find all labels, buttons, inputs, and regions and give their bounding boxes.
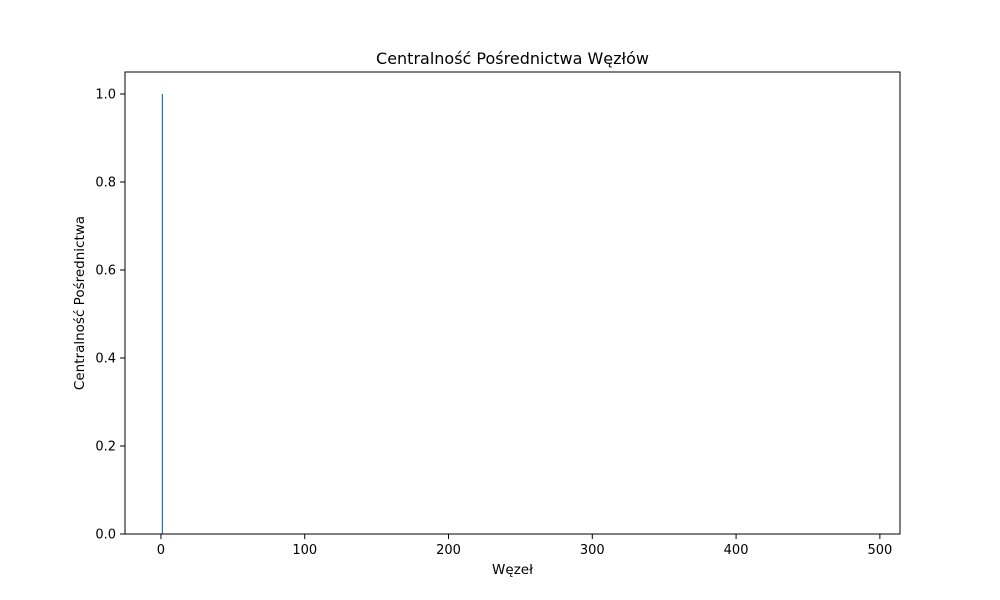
y-tick-label: 0.8 xyxy=(95,176,116,191)
x-axis: 0 100 200 300 400 500 xyxy=(157,534,892,558)
x-tick-label: 300 xyxy=(580,543,605,558)
y-axis-label: Centralność Pośrednictwa xyxy=(72,216,88,390)
y-tick-label: 0.6 xyxy=(95,264,116,279)
x-axis-label: Węzeł xyxy=(492,562,533,578)
chart-title: Centralność Pośrednictwa Węzłów xyxy=(376,49,649,68)
x-tick-label: 0 xyxy=(157,543,165,558)
x-tick-label: 200 xyxy=(436,543,461,558)
y-tick-label: 0.2 xyxy=(95,440,116,455)
y-tick-label: 1.0 xyxy=(95,88,116,103)
x-tick-label: 100 xyxy=(292,543,317,558)
bar-0 xyxy=(161,94,163,534)
y-axis: 0.0 0.2 0.4 0.6 0.8 1.0 xyxy=(95,88,125,543)
x-tick-label: 400 xyxy=(724,543,749,558)
plot-background xyxy=(125,72,900,534)
bars xyxy=(161,94,163,534)
y-tick-label: 0.4 xyxy=(95,352,116,367)
x-tick-label: 500 xyxy=(867,543,892,558)
y-tick-label: 0.0 xyxy=(95,528,116,543)
plot-frame xyxy=(124,71,901,535)
plot-area xyxy=(124,71,901,535)
